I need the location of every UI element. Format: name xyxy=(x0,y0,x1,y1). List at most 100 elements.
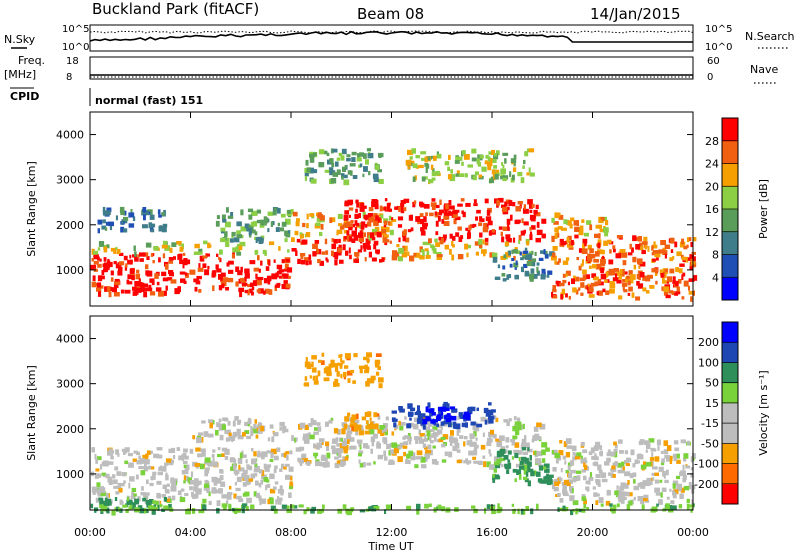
scatter-cell xyxy=(609,249,612,254)
scatter-cell xyxy=(607,239,612,244)
scatter-cell xyxy=(341,360,345,364)
scatter-cell xyxy=(553,487,559,492)
scatter-cell xyxy=(640,484,646,489)
scatter-cell xyxy=(534,450,537,456)
scatter-cell xyxy=(177,286,181,293)
scatter-cell xyxy=(594,453,597,459)
scatter-cell xyxy=(290,476,293,481)
scatter-cell xyxy=(182,263,185,269)
scatter-cell xyxy=(115,215,118,221)
scatter-cell xyxy=(240,266,243,273)
scatter-cell xyxy=(598,225,602,229)
scatter-cell xyxy=(350,170,353,176)
scatter-cell xyxy=(536,229,543,236)
scatter-cell xyxy=(621,254,628,258)
scatter-cell xyxy=(567,479,574,484)
scatter-cell xyxy=(105,508,108,513)
scatter-cell xyxy=(549,251,555,257)
scatter-cell xyxy=(528,256,532,261)
scatter-cell xyxy=(281,275,284,279)
scatter-cell xyxy=(272,486,277,490)
scatter-cell xyxy=(650,461,653,467)
scatter-cell xyxy=(174,288,180,295)
scatter-cell xyxy=(375,164,380,171)
scatter-cell xyxy=(258,268,261,273)
scatter-cell xyxy=(420,249,425,253)
scatter-cell xyxy=(588,451,593,456)
scatter-cell xyxy=(180,488,185,492)
scatter-cell xyxy=(445,418,452,422)
scatter-cell xyxy=(336,443,340,447)
scatter-cell xyxy=(690,242,693,248)
scatter-cell xyxy=(670,500,675,505)
scatter-cell xyxy=(591,273,597,278)
scatter-cell xyxy=(668,290,674,294)
scatter-cell xyxy=(559,507,563,511)
scatter-cell xyxy=(149,291,156,296)
scatter-cell xyxy=(337,213,343,220)
scatter-cell xyxy=(284,238,288,243)
scatter-cell xyxy=(412,163,418,169)
scatter-cell xyxy=(621,491,628,496)
scatter-cell xyxy=(334,255,339,260)
scatter-cell xyxy=(440,436,446,440)
scatter-cell xyxy=(343,179,350,186)
scatter-cell xyxy=(199,255,205,262)
scatter-cell xyxy=(251,448,254,452)
scatter-cell xyxy=(256,219,263,224)
scatter-cell xyxy=(429,412,433,417)
scatter-cell xyxy=(150,253,154,257)
scatter-cell xyxy=(143,214,146,221)
scatter-cell xyxy=(337,429,341,435)
scatter-cell xyxy=(581,248,588,254)
scatter-cell xyxy=(580,455,583,461)
scatter-cell xyxy=(208,500,212,505)
scatter-cell xyxy=(336,231,339,236)
scatter-cell xyxy=(261,235,265,239)
scatter-cell xyxy=(534,274,538,279)
scatter-cell xyxy=(558,214,564,220)
scatter-cell xyxy=(342,445,349,451)
scatter-cell xyxy=(350,369,355,374)
scatter-cell xyxy=(427,402,431,408)
scatter-cell xyxy=(572,509,575,513)
scatter-cell xyxy=(423,204,430,209)
scatter-cell xyxy=(388,221,393,226)
scatter-cell xyxy=(598,469,603,474)
scatter-cell xyxy=(388,215,392,221)
scatter-cell xyxy=(658,466,664,472)
scatter-cell xyxy=(358,164,362,168)
scatter-cell xyxy=(291,237,295,242)
scatter-cell xyxy=(123,228,128,233)
scatter-cell xyxy=(586,507,589,511)
scatter-cell xyxy=(453,218,457,225)
scatter-cell xyxy=(326,152,330,157)
colorbar-frame xyxy=(721,321,739,505)
scatter-cell xyxy=(665,294,671,299)
scatter-cell xyxy=(228,503,232,510)
scatter-cell xyxy=(233,469,240,474)
scatter-cell xyxy=(235,281,239,287)
scatter-cell xyxy=(93,254,99,260)
scatter-cell xyxy=(378,152,384,158)
scatter-cell xyxy=(204,269,210,276)
scatter-cell xyxy=(659,269,663,276)
scatter-cell xyxy=(100,497,104,504)
colorbar-tick-label: 24 xyxy=(705,158,719,171)
scatter-cell xyxy=(416,509,420,515)
scatter-cell xyxy=(377,366,381,371)
scatter-cell xyxy=(259,469,263,474)
scatter-cell xyxy=(570,217,575,222)
scatter-cell xyxy=(657,445,660,451)
scatter-cell xyxy=(648,438,655,443)
scatter-cell xyxy=(554,227,558,233)
scatter-cell xyxy=(166,490,170,494)
scatter-cell xyxy=(242,432,246,437)
scatter-cell xyxy=(422,222,428,227)
scatter-cell xyxy=(97,228,100,234)
scatter-cell xyxy=(650,448,657,452)
scatter-cell xyxy=(402,436,406,440)
scatter-cell xyxy=(524,478,529,483)
scatter-cell xyxy=(386,443,391,450)
scatter-cell xyxy=(559,478,563,482)
